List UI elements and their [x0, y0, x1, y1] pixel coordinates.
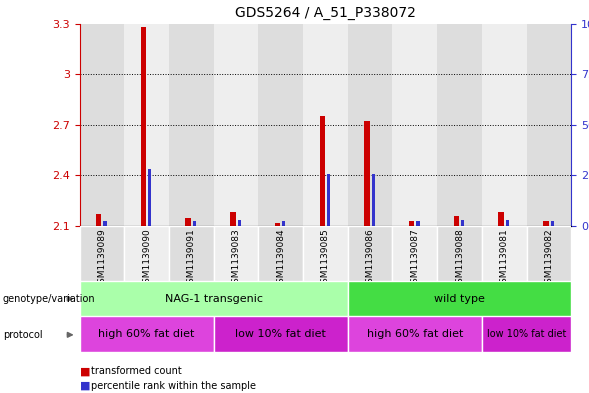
Text: ■: ■	[80, 366, 90, 376]
Bar	[409, 221, 415, 226]
Bar	[193, 221, 196, 226]
Bar	[482, 226, 527, 281]
Bar	[80, 281, 348, 316]
Bar	[259, 24, 303, 226]
Bar	[214, 316, 348, 352]
Bar	[392, 24, 437, 226]
Text: low 10% fat diet: low 10% fat diet	[487, 329, 566, 339]
Bar	[124, 24, 169, 226]
Text: GSM1139087: GSM1139087	[411, 229, 419, 290]
Bar	[437, 24, 482, 226]
Text: GSM1139088: GSM1139088	[455, 229, 464, 290]
Bar	[348, 24, 392, 226]
Bar	[416, 221, 419, 226]
Text: low 10% fat diet: low 10% fat diet	[235, 329, 326, 339]
Text: protocol: protocol	[3, 330, 42, 340]
Text: GSM1139090: GSM1139090	[142, 229, 151, 290]
Text: high 60% fat diet: high 60% fat diet	[367, 329, 463, 339]
Title: GDS5264 / A_51_P338072: GDS5264 / A_51_P338072	[235, 6, 416, 20]
Bar	[80, 316, 214, 352]
Bar	[320, 116, 325, 226]
Bar	[237, 220, 241, 226]
Text: high 60% fat diet: high 60% fat diet	[98, 329, 195, 339]
Text: GSM1139086: GSM1139086	[366, 229, 375, 290]
Text: genotype/variation: genotype/variation	[3, 294, 95, 304]
Bar	[543, 221, 548, 226]
Bar	[437, 226, 482, 281]
Bar	[527, 226, 571, 281]
Bar	[506, 220, 509, 226]
Bar	[372, 174, 375, 226]
Bar	[454, 216, 459, 226]
Text: GSM1139089: GSM1139089	[97, 229, 107, 290]
Bar	[527, 24, 571, 226]
Bar	[461, 220, 464, 226]
Bar	[327, 174, 330, 226]
Bar	[348, 226, 392, 281]
Text: GSM1139082: GSM1139082	[544, 229, 554, 289]
Text: GSM1139091: GSM1139091	[187, 229, 196, 290]
Text: GSM1139085: GSM1139085	[321, 229, 330, 290]
Bar	[214, 226, 259, 281]
Bar	[104, 221, 107, 226]
Bar	[80, 24, 124, 226]
Text: ■: ■	[80, 381, 90, 391]
Bar	[303, 226, 348, 281]
Text: NAG-1 transgenic: NAG-1 transgenic	[165, 294, 263, 304]
Bar	[282, 221, 286, 226]
Text: wild type: wild type	[434, 294, 485, 304]
Bar	[169, 24, 214, 226]
Bar	[365, 121, 370, 226]
Text: GSM1139083: GSM1139083	[231, 229, 240, 290]
Bar	[96, 214, 101, 226]
Bar	[498, 213, 504, 226]
Bar	[141, 27, 146, 226]
Bar	[348, 316, 482, 352]
Bar	[169, 226, 214, 281]
Bar	[186, 218, 191, 226]
Bar	[259, 226, 303, 281]
Bar	[214, 24, 259, 226]
Bar	[124, 226, 169, 281]
Bar	[482, 316, 571, 352]
Text: GSM1139081: GSM1139081	[499, 229, 509, 290]
Bar	[148, 169, 151, 226]
Bar	[80, 226, 124, 281]
Bar	[303, 24, 348, 226]
Bar	[392, 226, 437, 281]
Bar	[348, 281, 571, 316]
Bar	[275, 222, 280, 226]
Bar	[230, 213, 236, 226]
Bar	[551, 221, 554, 226]
Text: GSM1139084: GSM1139084	[276, 229, 285, 289]
Bar	[482, 24, 527, 226]
Text: transformed count: transformed count	[91, 366, 182, 376]
Text: percentile rank within the sample: percentile rank within the sample	[91, 381, 256, 391]
